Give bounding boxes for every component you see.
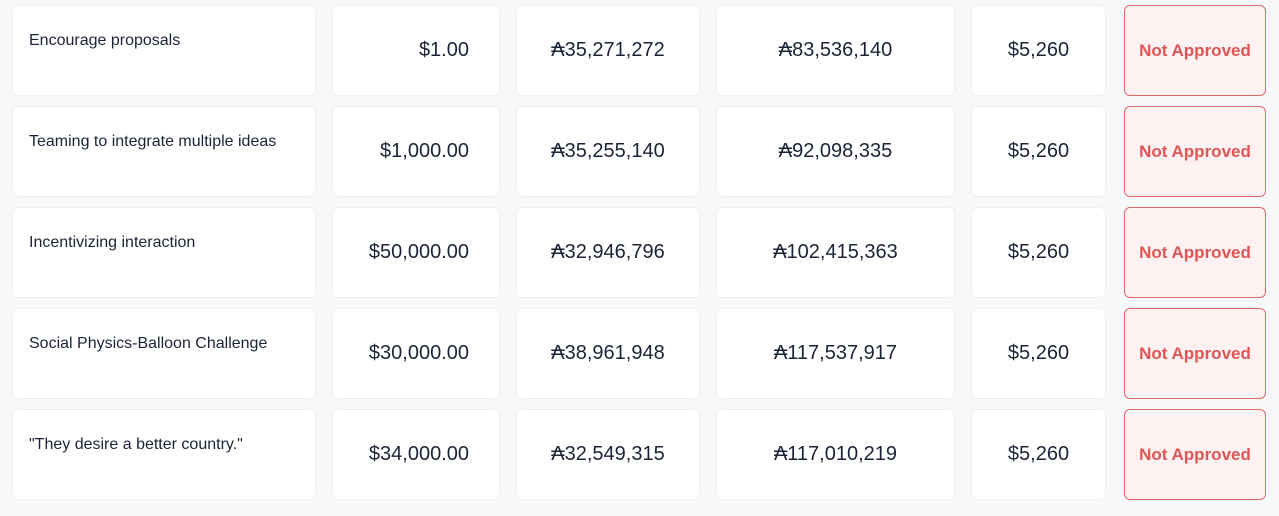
proposal-name: "They desire a better country." bbox=[12, 409, 316, 500]
requested-amount-text: $34,000.00 bbox=[368, 443, 469, 465]
value-a-text: ₳38,961,948 bbox=[551, 342, 665, 364]
status-badge[interactable]: Not Approved bbox=[1124, 5, 1266, 96]
value-b: ₳92,098,335 bbox=[716, 106, 955, 197]
table-row[interactable]: "They desire a better country." $34,000.0… bbox=[0, 409, 1279, 500]
value-a-text: ₳32,549,315 bbox=[551, 443, 665, 465]
status-badge[interactable]: Not Approved bbox=[1124, 409, 1266, 500]
requested-amount: $1.00 bbox=[332, 5, 500, 96]
fee-text: $5,260 bbox=[1007, 443, 1070, 465]
proposal-name: Social Physics-Balloon Challenge bbox=[12, 308, 316, 399]
requested-amount-text: $50,000.00 bbox=[368, 241, 469, 263]
table-row[interactable]: Incentivizing interaction $50,000.00 ₳32,9… bbox=[0, 207, 1279, 298]
proposal-name-text: Teaming to integrate multiple ideas bbox=[29, 133, 277, 150]
fee: $5,260 bbox=[971, 308, 1106, 399]
fee: $5,260 bbox=[971, 5, 1106, 96]
table-row[interactable]: Social Physics-Balloon Challenge $30,000.… bbox=[0, 308, 1279, 399]
requested-amount-text: $30,000.00 bbox=[368, 342, 469, 364]
proposal-name: Teaming to integrate multiple ideas bbox=[12, 106, 316, 197]
value-b-text: ₳92,098,335 bbox=[778, 140, 893, 162]
proposal-name-text: Social Physics-Balloon Challenge bbox=[29, 335, 268, 352]
proposal-name-text: "They desire a better country." bbox=[29, 436, 243, 453]
value-a-text: ₳35,271,272 bbox=[551, 39, 665, 61]
proposal-name: Encourage proposals bbox=[12, 5, 316, 96]
value-a-text: ₳32,946,796 bbox=[551, 241, 665, 263]
value-a-text: ₳35,255,140 bbox=[551, 140, 665, 162]
status-badge-text: Not Approved bbox=[1139, 40, 1251, 60]
value-b-text: ₳83,536,140 bbox=[778, 39, 893, 61]
value-b: ₳102,415,363 bbox=[716, 207, 955, 298]
status-badge[interactable]: Not Approved bbox=[1124, 207, 1266, 298]
status-badge-text: Not Approved bbox=[1139, 444, 1251, 464]
requested-amount-text: $1,000.00 bbox=[380, 140, 469, 162]
table-row[interactable]: Encourage proposals $1.00 ₳35,271,272 ₳83,5… bbox=[0, 5, 1279, 96]
requested-amount: $30,000.00 bbox=[332, 308, 500, 399]
table-row[interactable]: Teaming to integrate multiple ideas $1,00… bbox=[0, 106, 1279, 197]
status-badge-text: Not Approved bbox=[1139, 343, 1251, 363]
fee: $5,260 bbox=[971, 207, 1106, 298]
proposal-name-text: Encourage proposals bbox=[29, 32, 181, 49]
requested-amount: $34,000.00 bbox=[332, 409, 500, 500]
value-a: ₳35,271,272 bbox=[516, 5, 700, 96]
status-badge-text: Not Approved bbox=[1139, 242, 1251, 262]
value-b-text: ₳102,415,363 bbox=[773, 241, 898, 263]
value-b-text: ₳117,010,219 bbox=[773, 443, 898, 465]
value-a: ₳32,946,796 bbox=[516, 207, 700, 298]
value-b: ₳83,536,140 bbox=[716, 5, 955, 96]
fee-text: $5,260 bbox=[1007, 140, 1070, 162]
status-badge[interactable]: Not Approved bbox=[1124, 308, 1266, 399]
value-b: ₳117,010,219 bbox=[716, 409, 955, 500]
value-a: ₳32,549,315 bbox=[516, 409, 700, 500]
requested-amount-text: $1.00 bbox=[418, 39, 469, 61]
fee-text: $5,260 bbox=[1007, 241, 1070, 263]
fee-text: $5,260 bbox=[1007, 39, 1070, 61]
value-a: ₳38,961,948 bbox=[516, 308, 700, 399]
status-badge[interactable]: Not Approved bbox=[1124, 106, 1266, 197]
value-a: ₳35,255,140 bbox=[516, 106, 700, 197]
fee-text: $5,260 bbox=[1007, 342, 1070, 364]
fee: $5,260 bbox=[971, 409, 1106, 500]
proposal-name: Incentivizing interaction bbox=[12, 207, 316, 298]
value-b-text: ₳117,537,917 bbox=[773, 342, 898, 364]
requested-amount: $1,000.00 bbox=[332, 106, 500, 197]
requested-amount: $50,000.00 bbox=[332, 207, 500, 298]
proposal-name-text: Incentivizing interaction bbox=[29, 234, 196, 251]
fee: $5,260 bbox=[971, 106, 1106, 197]
value-b: ₳117,537,917 bbox=[716, 308, 955, 399]
status-badge-text: Not Approved bbox=[1139, 141, 1251, 161]
